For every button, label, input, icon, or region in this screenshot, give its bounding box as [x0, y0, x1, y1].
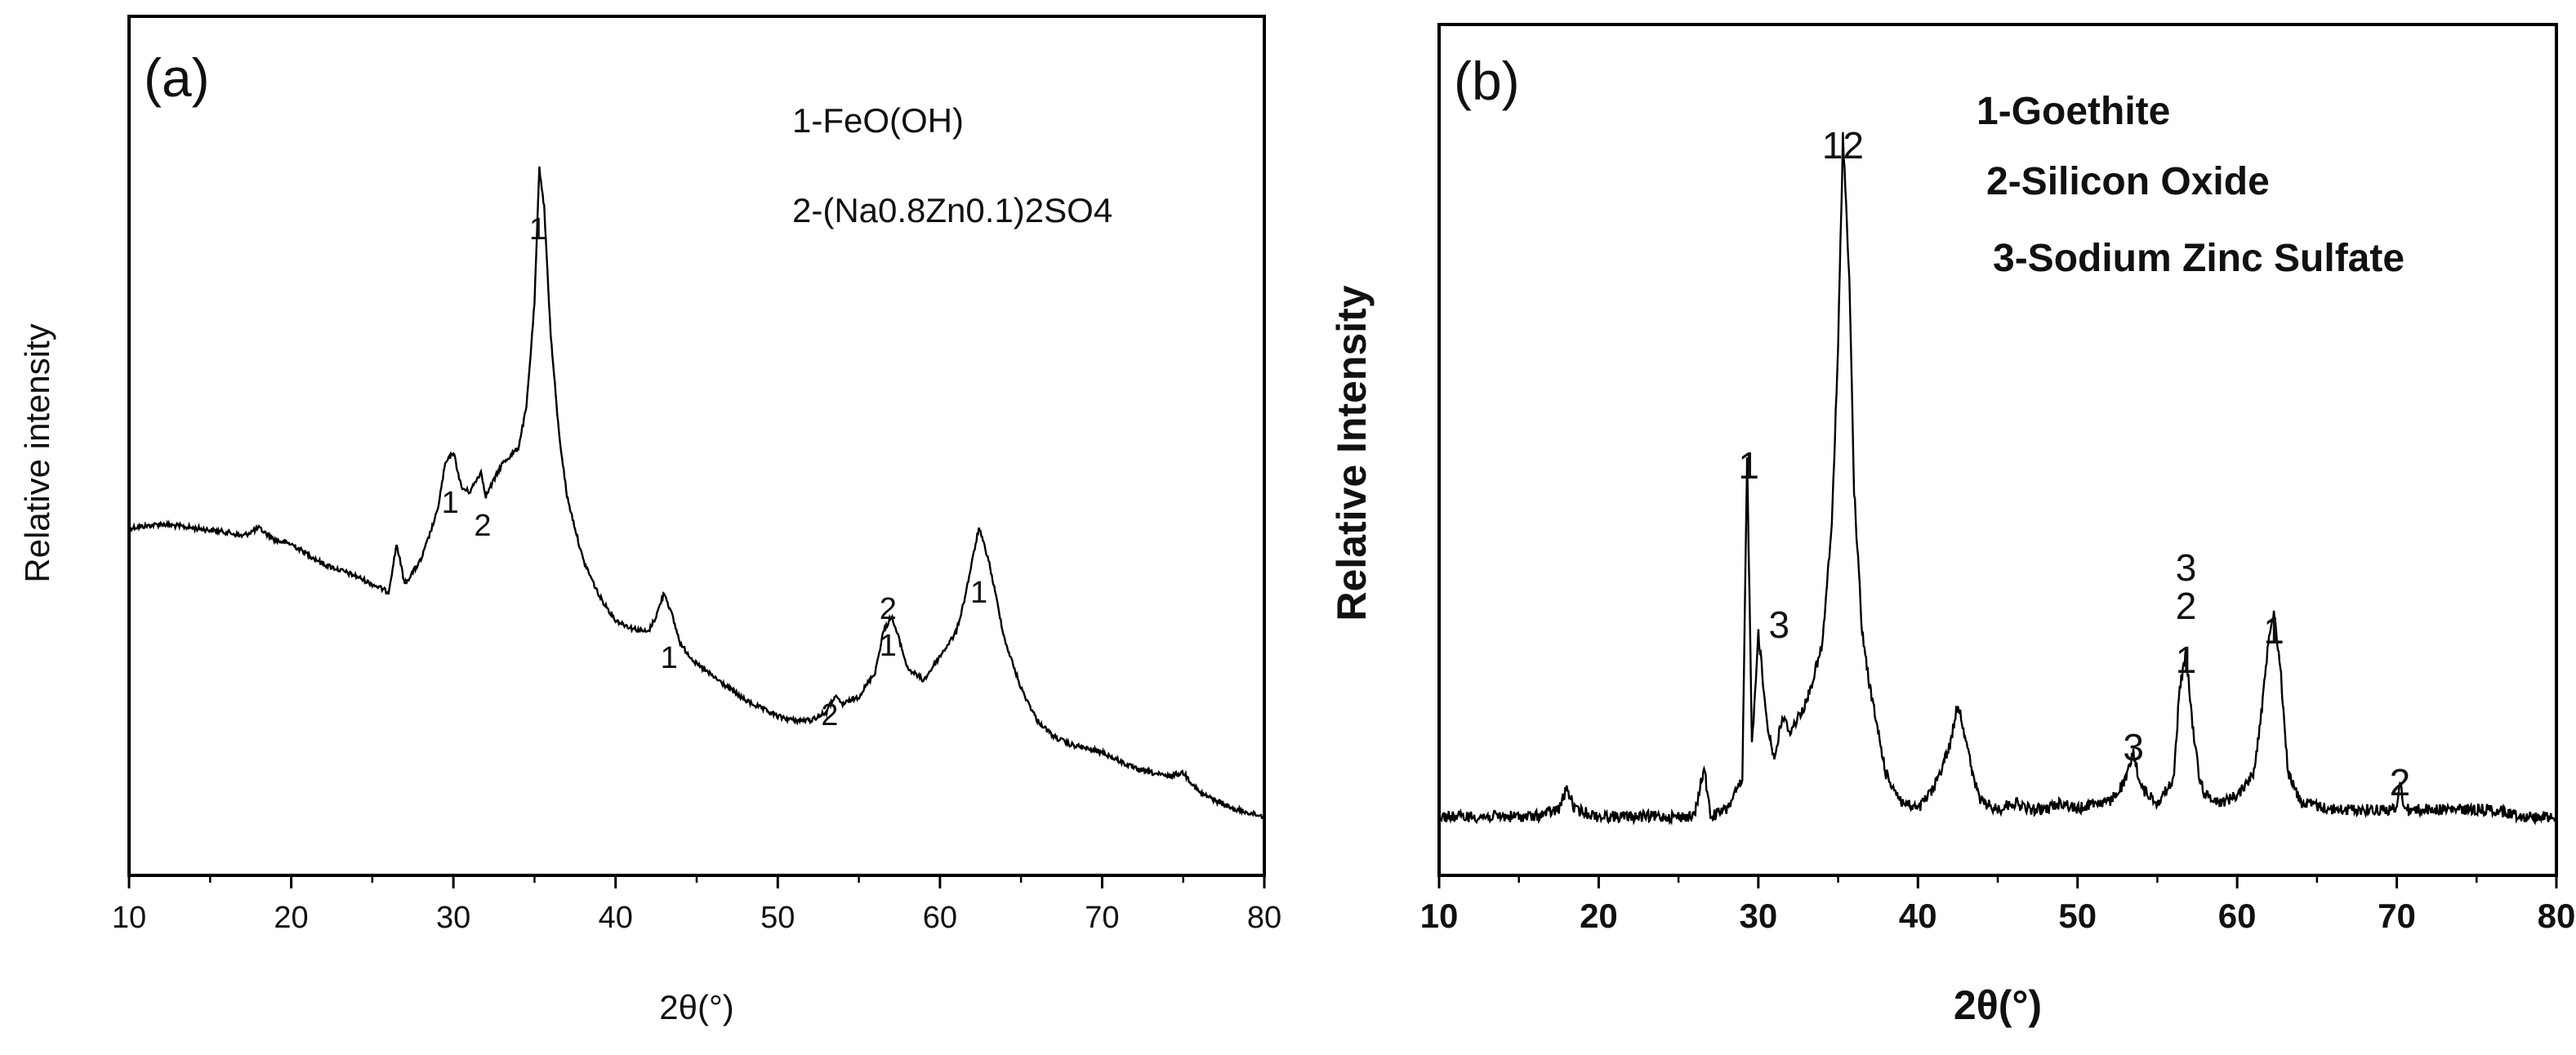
- peak-label-b-4: 3: [2176, 546, 2197, 589]
- x-tick-label-a-70: 70: [1085, 901, 1119, 935]
- legend-entry-a-2: 2-(Na0.8Zn0.1)2SO4: [792, 191, 1112, 229]
- x-tick-label-a-10: 10: [112, 901, 146, 935]
- peak-label-b-0: 1: [1738, 444, 1759, 487]
- x-ticks-b: 10 20 30 40 50 60 70 80: [1420, 875, 2576, 935]
- x-tick-label-b-40: 40: [1899, 897, 1937, 935]
- peak-label-a-1: 1: [442, 486, 459, 520]
- peak-label-a-6: 1: [880, 629, 897, 663]
- x-tick-label-b-30: 30: [1739, 897, 1777, 935]
- peak-label-b-3: 3: [2123, 726, 2144, 768]
- xrd-pattern-a-line: [127, 166, 1265, 820]
- x-tick-label-b-80: 80: [2538, 897, 2576, 935]
- x-axis-title-a: 2θ(°): [659, 988, 734, 1026]
- peak-label-a-0: 1: [529, 212, 546, 247]
- y-axis-title-a: Relative intensity: [18, 323, 56, 582]
- x-tick-label-a-20: 20: [274, 901, 308, 935]
- x-tick-label-a-60: 60: [923, 901, 957, 935]
- plot-frame-b: [1437, 23, 2558, 877]
- peak-label-b-8: 2: [2390, 761, 2411, 803]
- x-tick-label-b-10: 10: [1420, 897, 1459, 935]
- x-tick-label-b-50: 50: [2058, 897, 2097, 935]
- panel-label-b: (b): [1454, 51, 1520, 111]
- x-ticks-a: 10 20 30 40 50 60 70 80: [112, 875, 1281, 935]
- panel-label-a: (a): [144, 47, 210, 108]
- x-tick-label-b-70: 70: [2378, 897, 2416, 935]
- x-tick-label-a-50: 50: [760, 901, 795, 935]
- peak-label-b-5: 2: [2176, 585, 2197, 627]
- legend-entry-b-3: 3-Sodium Zinc Sulfate: [1993, 237, 2404, 280]
- peak-label-b-2: 12: [1822, 124, 1864, 167]
- peak-label-b-6: 1: [2176, 639, 2197, 681]
- peak-label-b-1: 3: [1768, 603, 1789, 646]
- plot-frame-a: [127, 15, 1266, 877]
- legend-entry-a-1: 1-FeO(OH): [792, 101, 964, 140]
- x-tick-label-a-30: 30: [436, 901, 470, 935]
- xrd-pattern-b-line: [1437, 131, 2557, 826]
- peak-label-a-4: 2: [821, 698, 838, 732]
- x-tick-label-b-60: 60: [2218, 897, 2257, 935]
- x-axis-title-b: 2θ(°): [1954, 982, 2042, 1028]
- peak-label-a-7: 1: [970, 576, 987, 610]
- peak-label-a-5: 2: [880, 592, 897, 626]
- x-tick-label-a-80: 80: [1247, 901, 1281, 935]
- legend-entry-b-1: 1-Goethite: [1977, 90, 2170, 133]
- y-axis-title-b: Relative Intensity: [1329, 285, 1375, 621]
- legend-entry-b-2: 2-Silicon Oxide: [1986, 160, 2270, 203]
- peak-label-b-7: 1: [2263, 609, 2284, 652]
- peak-label-a-2: 2: [474, 509, 491, 543]
- peak-label-a-3: 1: [661, 641, 678, 675]
- x-tick-label-a-40: 40: [599, 901, 633, 935]
- x-tick-label-b-20: 20: [1580, 897, 1618, 935]
